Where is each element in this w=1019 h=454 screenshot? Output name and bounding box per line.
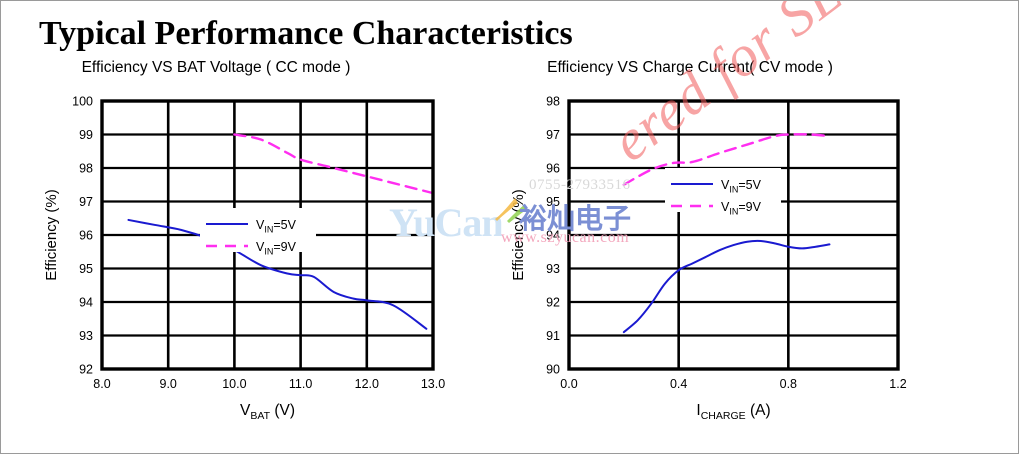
legend-label-9v: VIN=9V: [721, 200, 762, 217]
plot-frame: [567, 99, 900, 371]
y-axis-ticks: 92 93 94 95 96 97 98 99 100: [72, 95, 93, 377]
legend-label-5v: VIN=5V: [256, 218, 297, 235]
y-tick-label: 92: [79, 363, 93, 377]
y-tick-label: 92: [546, 296, 560, 310]
y-axis-ticks: 90 91 92 93 94 95 96 97 98: [546, 95, 560, 377]
y-axis-label: Efficiency (%): [510, 189, 527, 280]
x-tick-label: 12.0: [355, 377, 379, 391]
legend-label-5v: VIN=5V: [721, 178, 762, 195]
y-tick-label: 93: [79, 329, 93, 343]
legend: VIN=5V VIN=9V: [665, 168, 781, 217]
x-tick-label: 9.0: [160, 377, 177, 391]
series-group: [622, 133, 831, 334]
legend-background: [200, 208, 316, 252]
page-title: Typical Performance Characteristics: [39, 15, 573, 52]
chart-title-left: Efficiency VS BAT Voltage ( CC mode ): [81, 59, 351, 76]
series-line-5v: [127, 218, 428, 330]
chart-efficiency-vs-charge-current: Efficiency VS Charge Current( CV mode ) …: [467, 59, 967, 429]
y-tick-label: 100: [72, 95, 93, 109]
y-tick-label: 90: [546, 363, 560, 377]
y-tick-label: 97: [79, 195, 93, 209]
y-tick-label: 96: [79, 229, 93, 243]
y-tick-label: 94: [546, 229, 560, 243]
x-tick-label: 8.0: [93, 377, 110, 391]
x-tick-label: 0.8: [780, 377, 797, 391]
x-axis-ticks: 8.0 9.0 10.0 11.0 12.0 13.0: [93, 377, 445, 391]
y-tick-label: 95: [546, 195, 560, 209]
series-line-5v: [622, 239, 831, 334]
series-line-9v: [233, 133, 435, 195]
x-tick-label: 0.0: [560, 377, 577, 391]
y-tick-label: 91: [546, 329, 560, 343]
x-tick-label: 10.0: [222, 377, 246, 391]
legend-label-9v: VIN=9V: [256, 240, 297, 257]
x-tick-label: 11.0: [289, 377, 312, 391]
y-tick-label: 95: [79, 262, 93, 276]
y-tick-label: 93: [546, 262, 560, 276]
plot-area-left: 92 93 94 95 96 97 98 99 100 8.0 9.0 10.0 11.0 12.0 13.…: [43, 95, 445, 423]
legend: VIN=5V VIN=9V: [200, 208, 316, 257]
y-tick-label: 94: [79, 296, 93, 310]
legend-background: [665, 168, 781, 212]
x-axis-label: ICHARGE (A): [696, 402, 770, 422]
bottom-band: [1, 441, 1018, 453]
x-axis-ticks: 0.0 0.4 0.8 1.2: [560, 377, 906, 391]
y-tick-label: 98: [546, 95, 560, 109]
x-tick-label: 0.4: [670, 377, 687, 391]
plot-area-right: 90 91 92 93 94 95 96 97 98 0.0 0.4 0.8 1.2 Efficiency…: [510, 95, 907, 423]
y-tick-label: 96: [546, 162, 560, 176]
y-axis-label: Efficiency (%): [43, 189, 60, 280]
y-tick-label: 99: [79, 128, 93, 142]
plot-frame: [100, 99, 435, 371]
chart-title-right: Efficiency VS Charge Current( CV mode ): [547, 59, 833, 76]
x-tick-label: 1.2: [889, 377, 906, 391]
y-tick-label: 97: [546, 128, 560, 142]
x-axis-label: VBAT (V): [240, 402, 295, 422]
series-group: [127, 133, 435, 330]
grid-lines: [569, 101, 898, 369]
series-line-9v: [622, 133, 831, 186]
x-tick-label: 13.0: [421, 377, 445, 391]
y-tick-label: 98: [79, 162, 93, 176]
chart-efficiency-vs-bat-voltage: Efficiency VS BAT Voltage ( CC mode ) 92…: [1, 59, 501, 429]
